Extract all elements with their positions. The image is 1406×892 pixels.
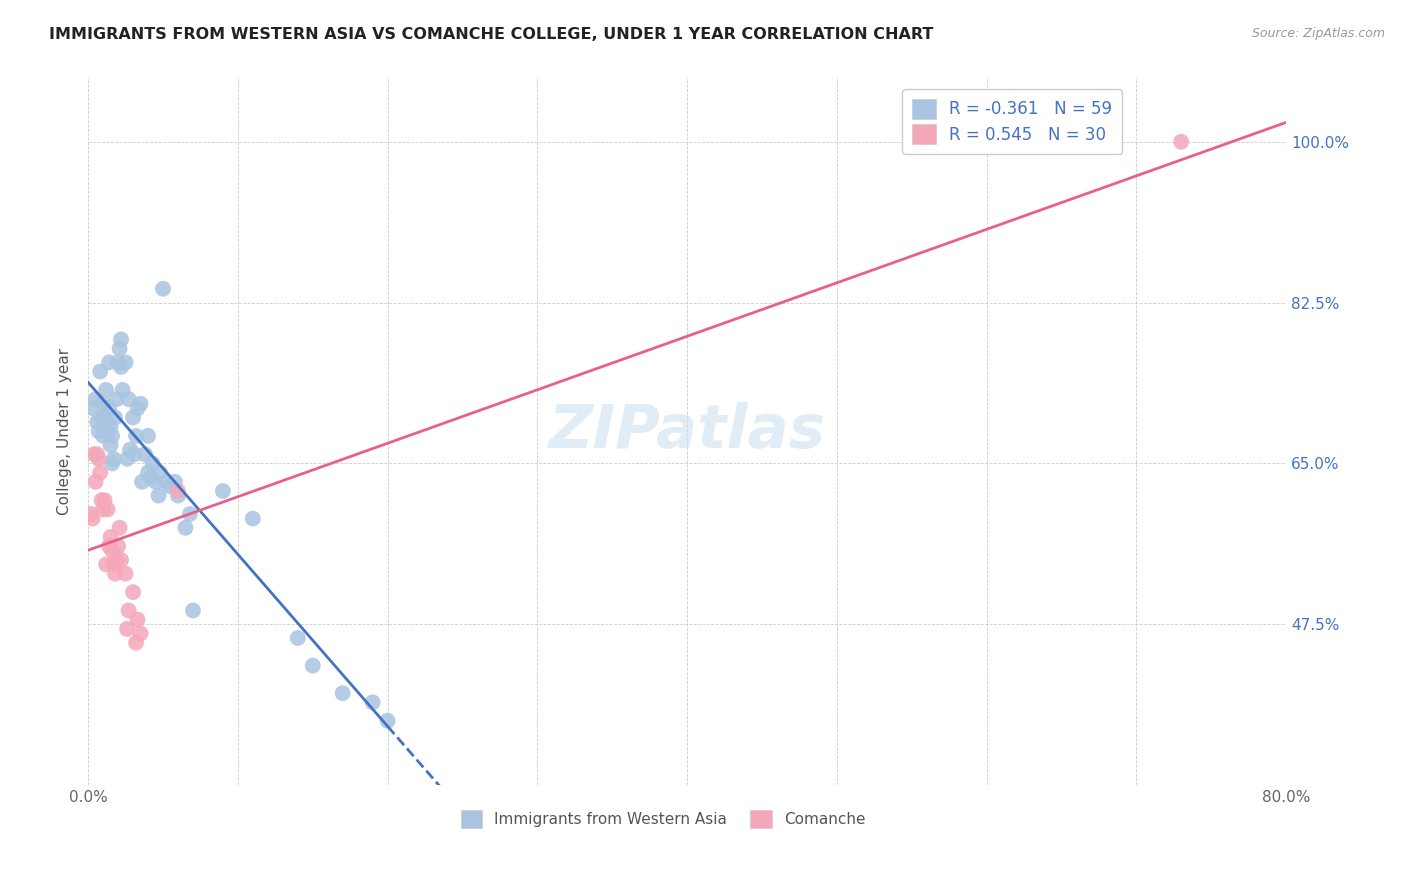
Point: [93, 410, 115, 425]
Point: [125, 635, 148, 649]
Point: [148, 489, 170, 503]
Point: [90, 410, 112, 425]
Point: [107, 355, 129, 369]
Point: [101, 429, 124, 443]
Point: [82, 401, 104, 416]
Point: [129, 397, 152, 411]
Point: [98, 401, 121, 416]
Point: [124, 447, 146, 461]
Point: [105, 392, 128, 406]
Point: [91, 397, 114, 411]
Point: [155, 475, 177, 489]
Point: [86, 415, 108, 429]
Point: [84, 392, 107, 406]
Point: [100, 530, 122, 544]
Point: [110, 553, 132, 567]
Point: [179, 507, 201, 521]
Point: [100, 438, 122, 452]
Point: [104, 410, 127, 425]
Point: [82, 511, 104, 525]
Point: [103, 451, 125, 466]
Point: [122, 410, 145, 425]
Point: [1170, 135, 1192, 149]
Point: [167, 483, 190, 498]
Text: ZIPatlas: ZIPatlas: [548, 401, 825, 461]
Point: [94, 383, 117, 397]
Point: [97, 424, 120, 438]
Point: [136, 429, 159, 443]
Legend: Immigrants from Western Asia, Comanche: Immigrants from Western Asia, Comanche: [454, 805, 872, 834]
Point: [83, 447, 105, 461]
Text: IMMIGRANTS FROM WESTERN ASIA VS COMANCHE COLLEGE, UNDER 1 YEAR CORRELATION CHART: IMMIGRANTS FROM WESTERN ASIA VS COMANCHE…: [49, 27, 934, 42]
Point: [149, 466, 172, 480]
Point: [98, 539, 121, 553]
Point: [136, 466, 159, 480]
Point: [242, 511, 264, 525]
Point: [141, 457, 163, 471]
Text: Source: ZipAtlas.com: Source: ZipAtlas.com: [1251, 27, 1385, 40]
Point: [122, 585, 145, 599]
Point: [91, 429, 114, 443]
Point: [361, 695, 384, 709]
Point: [134, 447, 156, 461]
Point: [114, 355, 136, 369]
Point: [91, 502, 114, 516]
Point: [145, 475, 167, 489]
Point: [86, 447, 108, 461]
Point: [115, 622, 138, 636]
Point: [117, 392, 139, 406]
Point: [159, 479, 181, 493]
Point: [108, 521, 131, 535]
Point: [332, 686, 354, 700]
Point: [212, 483, 235, 498]
Point: [90, 493, 112, 508]
Point: [103, 558, 125, 572]
Point: [101, 457, 124, 471]
Point: [127, 613, 149, 627]
Point: [127, 401, 149, 416]
Point: [84, 475, 107, 489]
Point: [111, 383, 134, 397]
Point: [89, 365, 111, 379]
Point: [163, 475, 186, 489]
Point: [287, 631, 309, 645]
Point: [105, 553, 128, 567]
Point: [98, 355, 121, 369]
Point: [139, 470, 162, 484]
Point: [152, 282, 174, 296]
Point: [97, 502, 120, 516]
Point: [87, 424, 110, 438]
Point: [301, 658, 323, 673]
Point: [110, 359, 132, 374]
Point: [104, 566, 127, 581]
Point: [108, 342, 131, 356]
Point: [93, 493, 115, 508]
Point: [125, 429, 148, 443]
Point: [181, 603, 204, 617]
Point: [80, 507, 103, 521]
Point: [174, 521, 197, 535]
Point: [94, 558, 117, 572]
Point: [87, 451, 110, 466]
Point: [107, 539, 129, 553]
Point: [94, 415, 117, 429]
Point: [117, 603, 139, 617]
Point: [377, 714, 399, 728]
Point: [115, 451, 138, 466]
Y-axis label: College, Under 1 year: College, Under 1 year: [58, 348, 72, 515]
Point: [89, 466, 111, 480]
Point: [120, 442, 142, 457]
Point: [101, 543, 124, 558]
Point: [110, 332, 132, 346]
Point: [100, 419, 122, 434]
Point: [131, 475, 153, 489]
Point: [167, 489, 190, 503]
Point: [129, 626, 152, 640]
Point: [114, 566, 136, 581]
